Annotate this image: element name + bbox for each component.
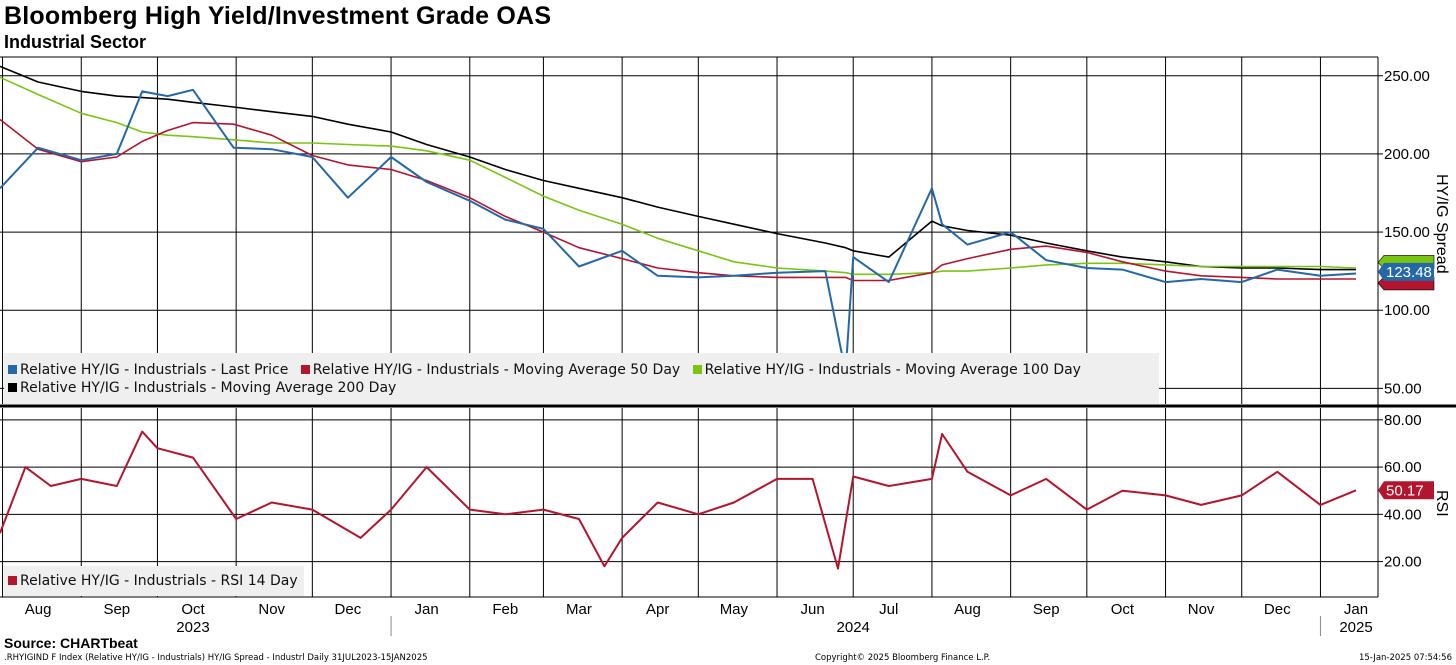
legend-item-last-price: Relative HY/IG - Industrials - Last Pric… (8, 362, 288, 378)
legend-rsi: Relative HY/IG - Industrials - RSI 14 Da… (4, 566, 304, 596)
x-tick-label: Nov (1188, 601, 1215, 618)
legend-price: Relative HY/IG - Industrials - Last Pric… (4, 353, 1159, 404)
line-ma50 (0, 118, 1356, 282)
x-tick-label: May (720, 601, 749, 618)
timestamp-footnote: 15-Jan-2025 07:54:56 (1358, 653, 1452, 663)
x-tick-label: Oct (1111, 601, 1135, 618)
query-footnote: .RHYIGIND F Index (Relative HY/IG - Indu… (4, 653, 428, 663)
legend-swatch (8, 365, 17, 374)
legend-item-rsi: Relative HY/IG - Industrials - RSI 14 Da… (8, 573, 298, 589)
x-tick-label: Jan (1344, 601, 1368, 618)
x-tick-label: Sep (103, 601, 130, 618)
x-tick-label: Feb (492, 601, 518, 618)
rsi-value-label-bg (1378, 481, 1434, 500)
x-tick-label: Aug (25, 601, 52, 618)
chart-subtitle: Industrial Sector (4, 32, 147, 52)
legend-label: Relative HY/IG - Industrials - Moving Av… (704, 362, 1081, 378)
legend-label: Relative HY/IG - Industrials - RSI 14 Da… (20, 573, 298, 589)
series-lines (0, 65, 1357, 570)
x-tick-label: Nov (258, 601, 285, 618)
legend-swatch (8, 576, 17, 585)
y-tick-label: 250.00 (1384, 68, 1430, 85)
legend-item-ma200: Relative HY/IG - Industrials - Moving Av… (8, 380, 396, 396)
line-last-price (0, 88, 1357, 374)
y-axis-title-price: HY/IG Spread (1433, 174, 1450, 274)
x-year-label: 2023 (176, 619, 209, 636)
legend-label: Relative HY/IG - Industrials - Moving Av… (312, 362, 681, 378)
y-tick-label: 80.00 (1384, 412, 1422, 429)
x-year-label: 2024 (837, 619, 870, 636)
legend-swatch (8, 383, 17, 392)
legend-item-ma100: Relative HY/IG - Industrials - Moving Av… (692, 362, 1081, 378)
y-tick-label: 200.00 (1384, 146, 1430, 163)
y-tick-label: 50.00 (1384, 380, 1422, 397)
x-tick-label: Jan (415, 601, 439, 618)
x-tick-label: Aug (954, 601, 981, 618)
last-price-value-label-bg (1378, 262, 1434, 281)
x-tick-label: Jul (879, 601, 898, 618)
legend-swatch (692, 365, 702, 374)
y-tick-label: 100.00 (1384, 302, 1430, 319)
legend-swatch (300, 365, 310, 374)
line-ma200 (0, 65, 1356, 271)
legend-label: Relative HY/IG - Industrials - Moving Av… (20, 380, 397, 396)
chart-title: Bloomberg High Yield/Investment Grade OA… (4, 2, 552, 30)
rsi-value-label: 50.17 (1386, 482, 1424, 499)
source-note: Source: CHARTbeat (4, 635, 138, 651)
last-price-value-label: 123.48 (1386, 264, 1432, 281)
line-ma100 (0, 76, 1357, 276)
x-tick-label: Sep (1033, 601, 1060, 618)
x-year-label: 2025 (1339, 619, 1372, 636)
x-tick-label: Oct (181, 601, 205, 618)
legend-label: Relative HY/IG - Industrials - Last Pric… (20, 362, 289, 378)
x-tick-label: Dec (1264, 601, 1291, 618)
y-tick-label: 40.00 (1384, 506, 1422, 523)
y-tick-label: 20.00 (1384, 554, 1422, 571)
x-tick-label: Dec (335, 601, 362, 618)
y-tick-label: 60.00 (1384, 459, 1422, 476)
axes: 250.00 200.00 150.00 100.00 50.00 80.00 60.00 4… (0, 56, 1456, 636)
x-tick-label: Apr (646, 601, 669, 618)
line-rsi (0, 430, 1357, 570)
x-tick-label: Jun (800, 601, 824, 618)
legend-item-ma50: Relative HY/IG - Industrials - Moving Av… (300, 362, 681, 378)
x-tick-label: Mar (566, 601, 592, 618)
y-axis-title-rsi: RSI (1433, 490, 1450, 517)
copyright-footnote: Copyright© 2025 Bloomberg Finance L.P. (815, 653, 991, 663)
y-tick-label: 150.00 (1384, 224, 1430, 241)
